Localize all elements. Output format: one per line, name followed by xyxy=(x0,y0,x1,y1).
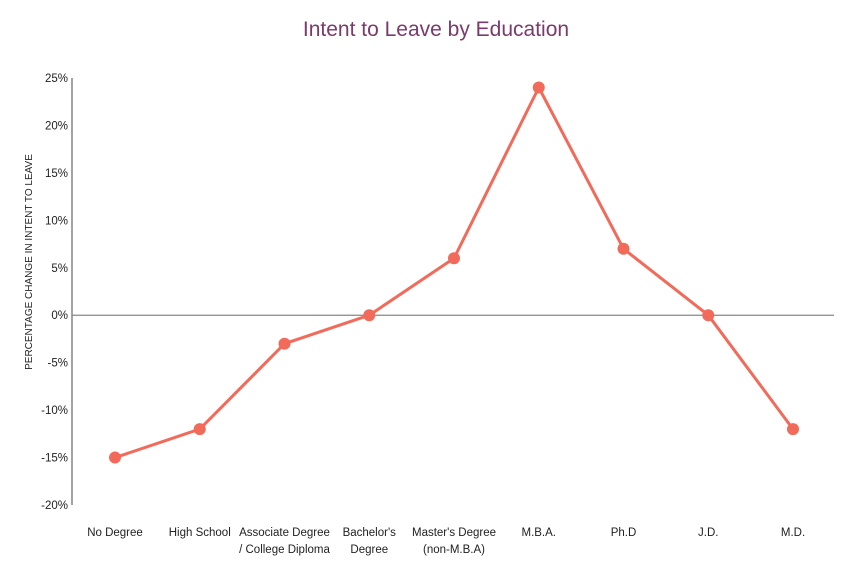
data-point xyxy=(278,337,291,350)
data-point xyxy=(617,242,630,255)
x-category-label: M.D. xyxy=(781,527,805,539)
x-category-label: No Degree xyxy=(87,527,143,539)
y-tick-label: 25% xyxy=(45,73,68,85)
x-category-label: Associate Degree / College Diploma xyxy=(239,527,330,556)
x-category-label: J.D. xyxy=(698,527,718,539)
x-category-label: Bachelor's Degree xyxy=(343,527,397,556)
data-point xyxy=(193,423,206,436)
x-category-label: M.B.A. xyxy=(521,527,556,539)
data-point xyxy=(363,309,376,322)
data-point xyxy=(109,451,121,464)
axes xyxy=(71,78,834,505)
y-tick-label: 20% xyxy=(45,120,68,132)
x-category-label: High School xyxy=(169,527,231,539)
x-category-label: Ph.D xyxy=(611,527,637,539)
y-tick-label: 0% xyxy=(51,310,68,322)
y-axis-label: PERCENTAGE CHANGE IN INTENT TO LEAVE xyxy=(24,154,35,370)
y-ticks: 25% 20% 15% 10% 5% 0% -5% -10% -15% -20% xyxy=(41,73,68,512)
x-category-label: Master's Degree (non-M.B.A) xyxy=(412,527,496,556)
y-tick-label: -10% xyxy=(41,405,68,417)
data-point xyxy=(787,423,799,436)
y-tick-label: -20% xyxy=(41,500,68,512)
series-line-group xyxy=(109,81,799,464)
x-category-labels: No Degree High School Associate Degree / Co… xyxy=(87,527,805,556)
y-tick-label: 10% xyxy=(45,215,68,227)
data-point xyxy=(448,252,460,265)
data-point xyxy=(702,309,715,322)
y-tick-label: -15% xyxy=(41,453,68,465)
data-point xyxy=(532,81,545,94)
series-line xyxy=(114,86,795,460)
y-tick-label: 5% xyxy=(51,263,68,275)
y-tick-label: 15% xyxy=(45,168,68,180)
y-tick-label: -5% xyxy=(48,358,68,370)
chart-title: Intent to Leave by Education xyxy=(303,18,569,41)
